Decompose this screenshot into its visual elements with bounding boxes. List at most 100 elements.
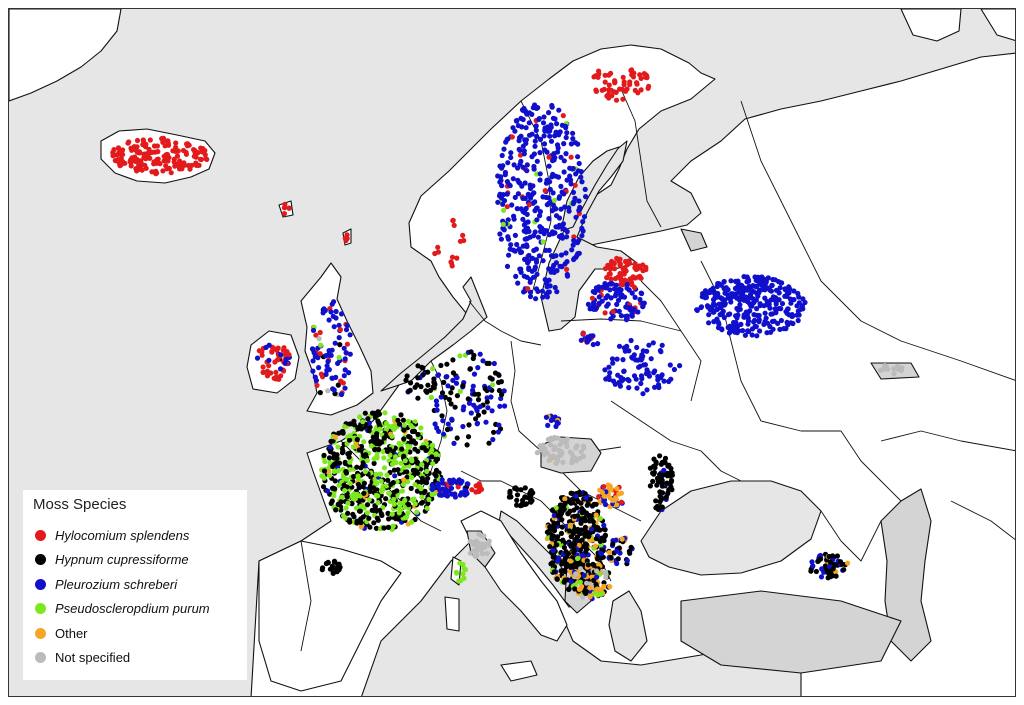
sample-point: [641, 362, 647, 368]
sample-point: [408, 485, 414, 491]
sample-point: [543, 247, 549, 253]
sample-point: [347, 459, 353, 465]
sample-point: [561, 169, 567, 175]
sample-point: [450, 218, 456, 224]
sample-point: [505, 160, 511, 166]
sample-point: [502, 403, 508, 409]
sample-point: [601, 484, 607, 490]
sample-point: [532, 143, 538, 149]
sample-point: [500, 221, 506, 227]
sample-point: [640, 262, 646, 268]
sample-point: [128, 157, 134, 163]
sample-point: [474, 421, 480, 427]
sample-point: [509, 202, 515, 208]
sample-point: [149, 169, 155, 175]
sample-point: [593, 512, 599, 518]
sample-point: [500, 192, 506, 198]
sample-point: [362, 410, 368, 416]
sample-point: [841, 567, 847, 573]
sample-point: [338, 378, 344, 384]
sample-point: [345, 510, 351, 516]
sample-point: [617, 383, 624, 389]
sample-point: [375, 500, 381, 506]
sample-point: [286, 352, 292, 358]
sample-point: [607, 495, 613, 501]
sample-point: [309, 346, 316, 352]
sample-point: [541, 141, 548, 147]
sample-point: [429, 454, 435, 460]
sample-point: [556, 222, 563, 228]
sample-point: [193, 154, 199, 160]
sample-point: [756, 290, 762, 296]
sample-point: [775, 320, 781, 326]
sample-point: [510, 125, 516, 131]
sample-point: [508, 242, 514, 248]
sample-point: [827, 559, 834, 565]
sample-point: [508, 150, 514, 156]
sample-point: [546, 110, 552, 116]
sample-point: [657, 489, 663, 495]
sample-point: [129, 147, 135, 153]
sample-point: [757, 302, 763, 309]
sample-point: [335, 382, 341, 388]
sample-point: [505, 136, 511, 142]
sample-point: [142, 162, 148, 168]
sample-point: [465, 396, 471, 402]
sample-point: [373, 507, 379, 513]
sample-point: [542, 188, 548, 194]
sample-point: [476, 531, 482, 537]
sample-point: [584, 546, 590, 552]
sample-point: [585, 301, 592, 307]
sample-point: [360, 463, 366, 469]
sample-point: [584, 337, 590, 343]
sample-point: [418, 500, 425, 506]
sample-point: [523, 226, 529, 232]
sample-point: [632, 294, 638, 300]
sample-point: [434, 407, 440, 413]
sample-point: [277, 366, 284, 372]
sample-point: [779, 280, 785, 286]
sample-point: [822, 563, 829, 569]
sample-point: [571, 547, 577, 553]
sample-point: [460, 383, 466, 389]
sample-point: [562, 496, 568, 502]
legend-label: Not specified: [55, 650, 131, 666]
sample-point: [578, 337, 584, 343]
sample-point: [485, 405, 491, 411]
sample-point: [548, 561, 554, 567]
sample-point: [587, 306, 593, 312]
sample-point: [661, 378, 667, 384]
sample-point: [405, 510, 411, 516]
sample-point: [543, 194, 549, 200]
sample-point: [531, 151, 538, 157]
sample-point: [460, 232, 466, 238]
sample-point: [554, 542, 560, 548]
sample-point: [573, 214, 579, 220]
sample-point: [582, 186, 588, 192]
sample-point: [734, 315, 740, 321]
sample-point: [535, 105, 541, 111]
sample-point: [524, 162, 530, 168]
sample-point: [368, 443, 374, 449]
sample-point: [573, 571, 579, 577]
sample-point: [415, 431, 421, 438]
sample-point: [354, 436, 360, 443]
sample-point: [451, 222, 457, 228]
sample-point: [546, 154, 552, 160]
svalbard: [900, 9, 962, 42]
iberia: [258, 540, 402, 692]
sample-point: [434, 425, 440, 431]
sample-point: [381, 525, 387, 531]
sample-point: [548, 417, 554, 423]
sample-point: [559, 438, 565, 444]
grey-region-finland: [680, 228, 708, 252]
sample-point: [646, 342, 652, 348]
sample-point: [552, 284, 558, 291]
sample-point: [603, 569, 609, 576]
sample-point: [602, 72, 608, 78]
sample-point: [514, 497, 520, 503]
sample-point: [384, 472, 390, 478]
sample-point: [340, 428, 346, 435]
sample-point: [600, 284, 606, 290]
sample-point: [531, 247, 537, 254]
